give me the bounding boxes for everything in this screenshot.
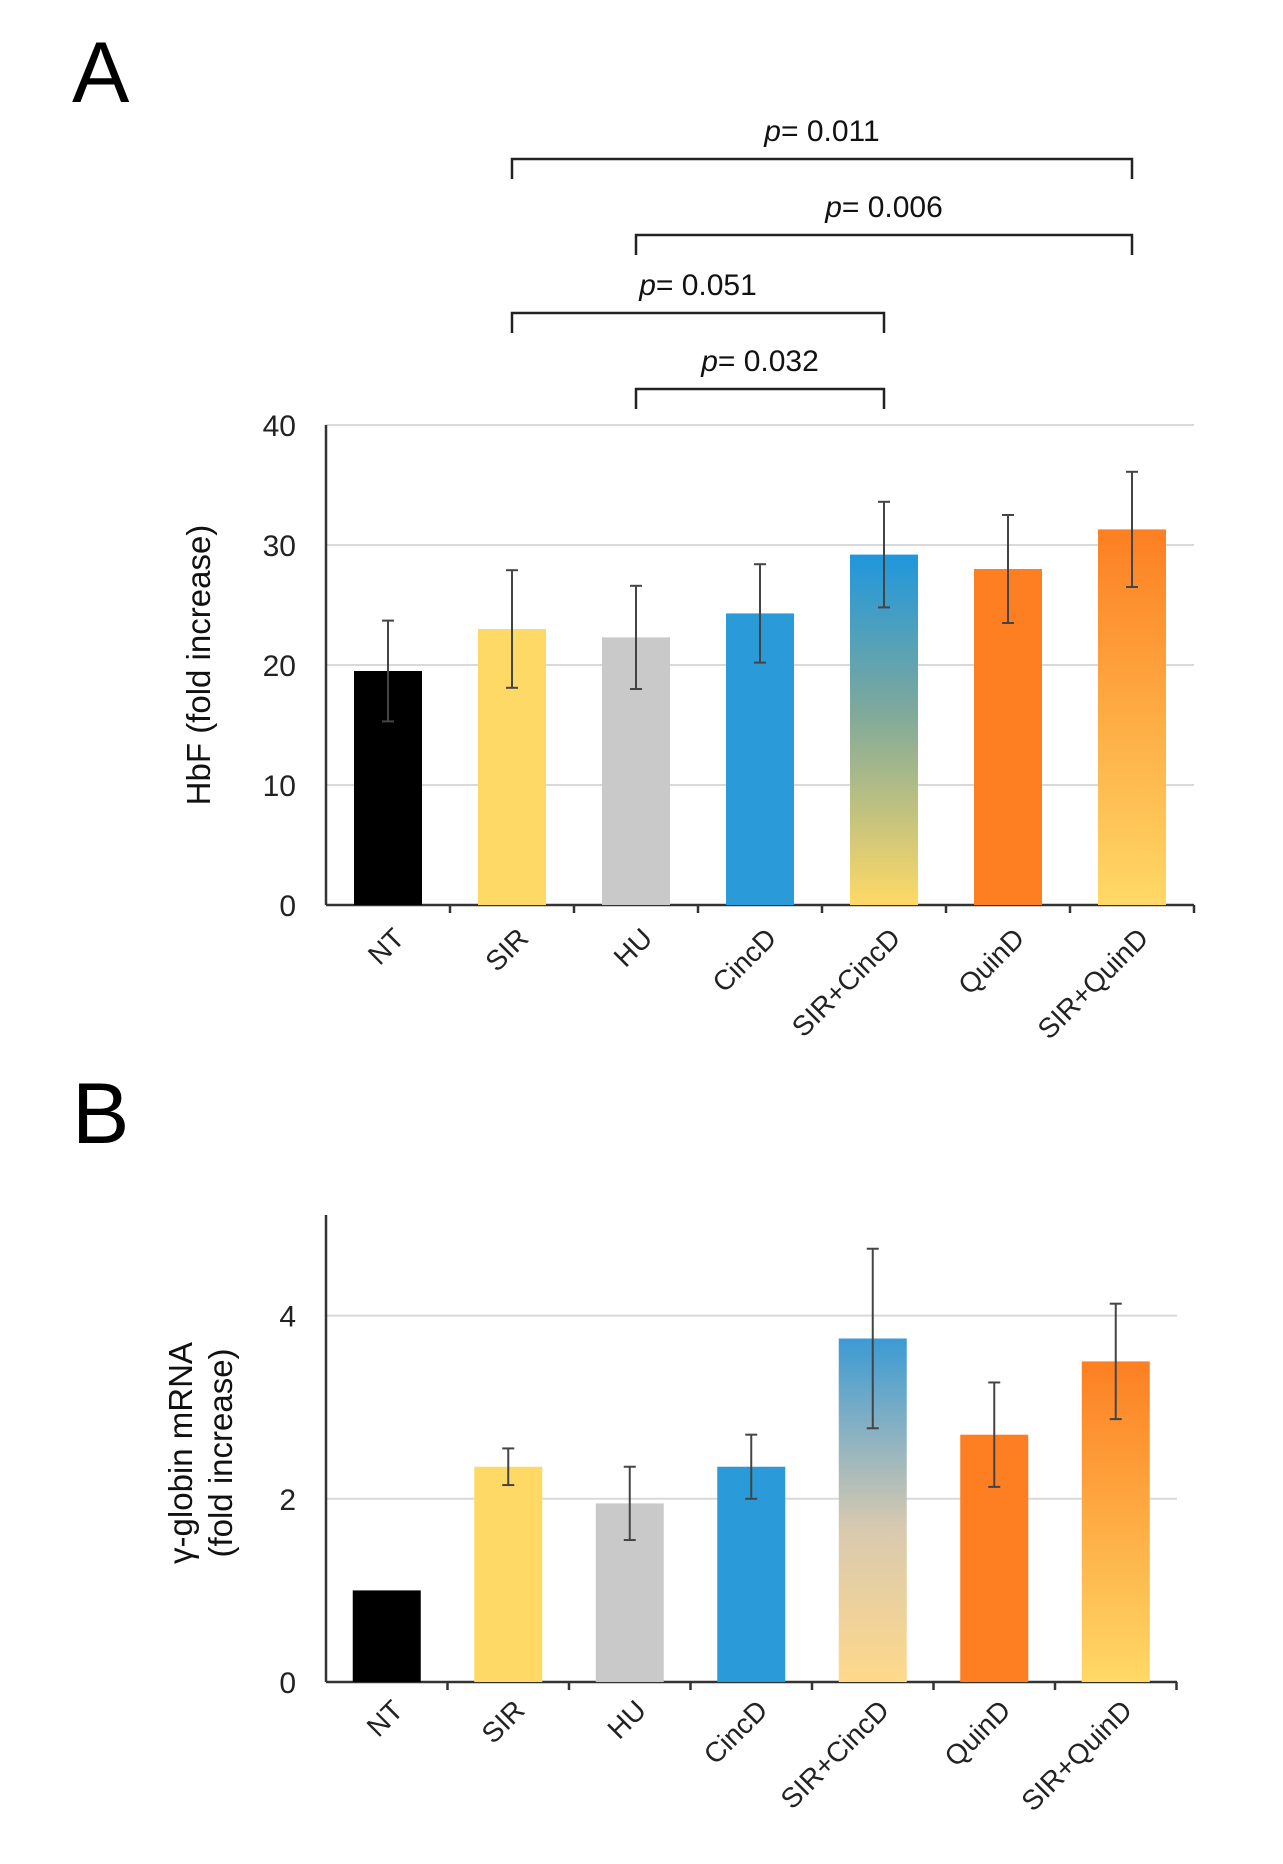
y-axis-title: HbF (fold increase): [180, 525, 217, 806]
x-tick-label: HU: [601, 1694, 652, 1745]
significance-bracket: [634, 387, 886, 409]
bar-quind: [974, 569, 1042, 905]
x-tick-label: HU: [608, 922, 659, 973]
p-value: = 0.011: [781, 115, 880, 148]
bar-sir: [474, 1466, 543, 1682]
y-tick-label: 0: [279, 1667, 296, 1700]
panel-label-a: A: [72, 25, 130, 121]
bar-cincd: [717, 1466, 786, 1682]
bar-nt: [352, 1590, 421, 1682]
p-symbol: p: [638, 269, 656, 302]
y-axis-title: γ-globin mRNA: [162, 1342, 199, 1564]
y-tick-label: 40: [263, 410, 296, 443]
p-value-label: p= 0.006: [824, 191, 943, 224]
x-tick-label: QuinD: [952, 922, 1030, 1000]
y-tick-label: 30: [263, 530, 296, 563]
x-tick-label: SIR+CincD: [786, 922, 906, 1042]
chart-panel-a: 0 10 20 30 40 NT SIR HU CincD SIR+CincD QuinD SIR+Q…: [180, 115, 1196, 1045]
p-symbol: p: [824, 191, 842, 224]
bar-sir-quind: [1098, 529, 1166, 905]
x-tick-label: SIR+QuinD: [1015, 1694, 1138, 1817]
p-symbol: p: [763, 115, 781, 148]
bar-sir-cincd: [850, 554, 918, 905]
significance-bracket: [510, 157, 1134, 179]
p-value: = 0.032: [718, 345, 819, 378]
y-axis-subtitle: (fold increase): [202, 1348, 239, 1557]
x-tick-label: NT: [361, 1694, 409, 1742]
significance-bracket: [634, 233, 1134, 255]
x-tick-label: CincD: [706, 922, 782, 998]
p-value: = 0.051: [656, 269, 757, 302]
x-tick-label: NT: [362, 922, 410, 970]
y-tick-label: 2: [279, 1484, 296, 1517]
p-value-label: p= 0.032: [700, 345, 819, 378]
x-tick-label: QuinD: [938, 1694, 1016, 1772]
y-tick-label: 4: [279, 1301, 296, 1334]
x-tick-label: SIR+CincD: [775, 1694, 895, 1814]
x-tick-label: CincD: [698, 1694, 774, 1770]
y-tick-label: 0: [279, 890, 296, 923]
panel-label-b: B: [72, 1066, 129, 1162]
significance-bracket: [510, 311, 886, 333]
x-tick-label: SIR+QuinD: [1032, 922, 1155, 1045]
p-value-label: p= 0.051: [638, 269, 757, 302]
y-tick-label: 20: [263, 650, 296, 683]
p-value: = 0.006: [842, 191, 943, 224]
y-tick-label: 10: [263, 770, 296, 803]
x-tick-label: SIR: [479, 922, 534, 977]
p-value-label: p= 0.011: [763, 115, 879, 148]
p-symbol: p: [700, 345, 718, 378]
x-tick-label: SIR: [476, 1694, 531, 1749]
